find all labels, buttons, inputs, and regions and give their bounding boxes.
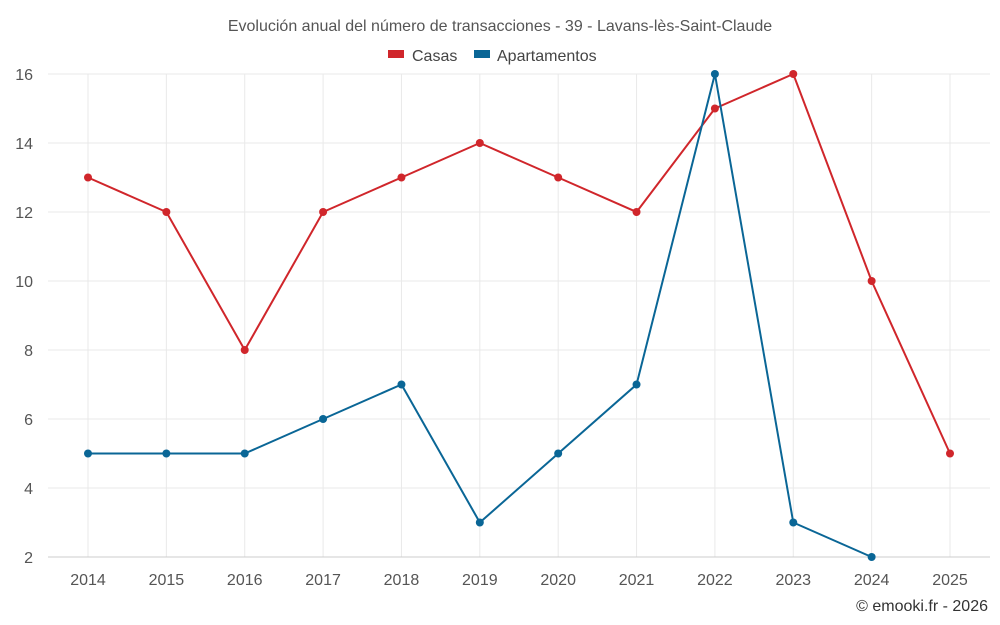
legend: Casas Apartamentos (388, 48, 597, 65)
x-tick-label-2019: 2019 (462, 572, 498, 589)
x-tick-label-2015: 2015 (149, 572, 185, 589)
point-apartamentos-2022[interactable] (710, 70, 719, 78)
chart-title: Evolución anual del número de transaccio… (228, 18, 772, 35)
series-line-casas (87, 73, 951, 454)
point-casas-2017[interactable] (319, 208, 328, 216)
point-casas-2021[interactable] (632, 208, 641, 216)
grid (48, 73, 990, 557)
point-apartamentos-2014[interactable] (84, 449, 92, 458)
y-tick-label-16: 16 (15, 67, 33, 84)
x-tick-label-2014: 2014 (70, 572, 106, 589)
x-tick-label-2021: 2021 (619, 572, 655, 589)
point-apartamentos-2021[interactable] (632, 380, 641, 389)
point-casas-2018[interactable] (397, 173, 406, 182)
legend-label-apartamentos[interactable]: Apartamentos (497, 48, 597, 65)
series-lines (87, 73, 951, 558)
point-apartamentos-2024[interactable] (867, 553, 876, 561)
x-tick-label-2016: 2016 (227, 572, 263, 589)
data-points (84, 70, 954, 561)
x-tick-label-2025: 2025 (932, 572, 968, 589)
y-tick-label-6: 6 (24, 412, 33, 429)
x-tick-label-2020: 2020 (540, 572, 576, 589)
x-tick-label-2018: 2018 (384, 572, 420, 589)
point-casas-2016[interactable] (240, 346, 249, 354)
point-apartamentos-2015[interactable] (162, 449, 171, 458)
y-tick-label-10: 10 (15, 274, 33, 291)
x-tick-label-2024: 2024 (854, 572, 890, 589)
point-apartamentos-2023[interactable] (789, 518, 798, 527)
legend-swatch-apartamentos[interactable] (474, 50, 490, 58)
y-tick-label-12: 12 (15, 205, 33, 222)
y-tick-label-2: 2 (24, 550, 33, 567)
point-casas-2023[interactable] (789, 70, 798, 78)
point-casas-2019[interactable] (475, 139, 484, 147)
point-casas-2022[interactable] (710, 104, 719, 113)
x-tick-label-2017: 2017 (305, 572, 341, 589)
x-tick-label-2023: 2023 (775, 572, 811, 589)
point-apartamentos-2016[interactable] (240, 449, 249, 458)
y-tick-label-4: 4 (24, 481, 33, 498)
point-casas-2024[interactable] (867, 277, 876, 285)
x-tick-label-2022: 2022 (697, 572, 733, 589)
point-casas-2020[interactable] (554, 173, 563, 182)
point-apartamentos-2020[interactable] (554, 449, 563, 458)
point-apartamentos-2018[interactable] (397, 380, 406, 389)
point-apartamentos-2019[interactable] (475, 518, 484, 527)
legend-label-casas[interactable]: Casas (412, 48, 457, 65)
credit-text: © emooki.fr - 2026 (856, 598, 988, 615)
point-casas-2014[interactable] (84, 173, 92, 182)
point-casas-2025[interactable] (946, 449, 954, 458)
axes: 2 4 6 8 10 12 14 16 2014 2015 2016 2017 2018 2019 2020… (15, 67, 990, 589)
point-apartamentos-2017[interactable] (319, 415, 328, 423)
point-casas-2015[interactable] (162, 208, 171, 216)
legend-swatch-casas[interactable] (388, 50, 404, 58)
y-tick-label-14: 14 (15, 136, 33, 153)
y-tick-label-8: 8 (24, 343, 33, 360)
